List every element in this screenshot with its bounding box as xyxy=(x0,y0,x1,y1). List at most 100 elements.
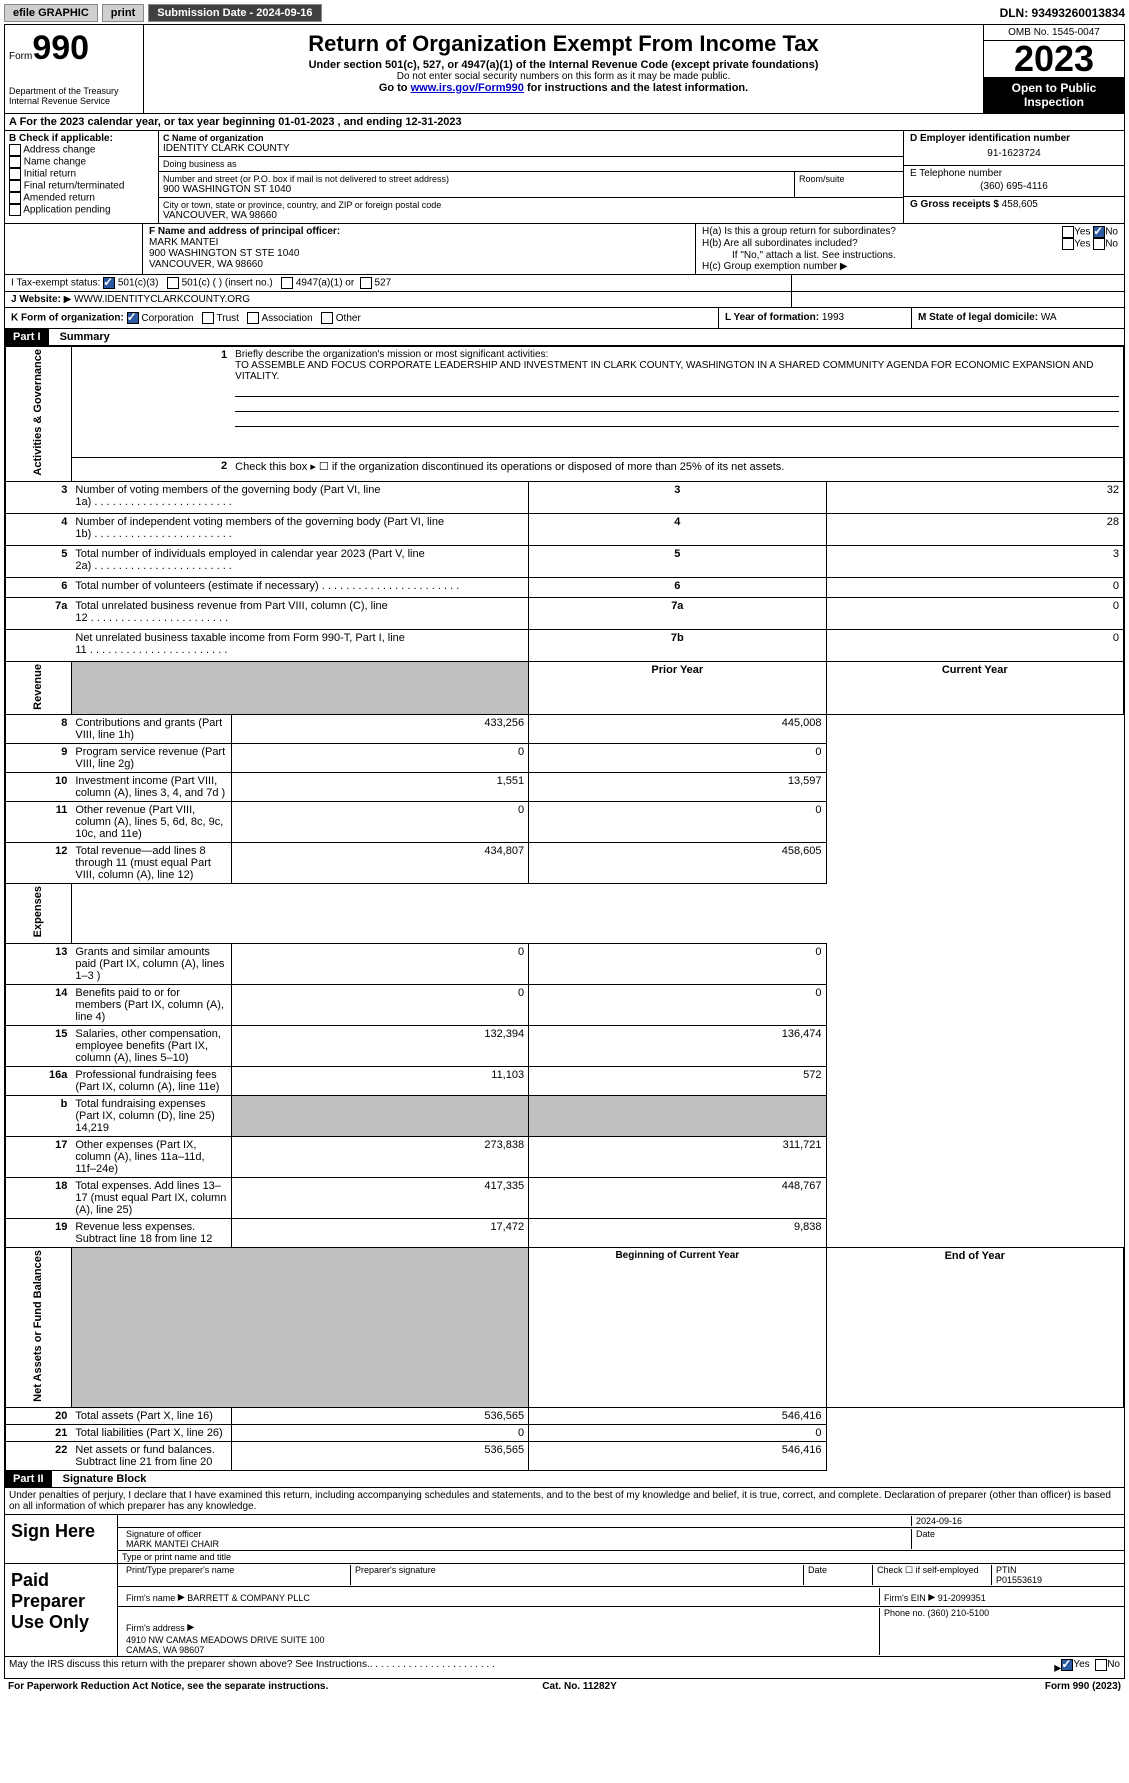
prior-val: 11,103 xyxy=(231,1066,528,1095)
curr-val: 311,721 xyxy=(529,1136,826,1177)
ha-no-checkbox[interactable] xyxy=(1093,226,1105,238)
gross-receipts: 458,605 xyxy=(1002,199,1038,210)
lineno: 8 xyxy=(6,715,72,744)
city-label: City or town, state or province, country… xyxy=(163,200,899,210)
prior-val: 132,394 xyxy=(231,1025,528,1066)
linekey: 5 xyxy=(529,545,826,577)
prep-sig-label: Preparer's signature xyxy=(351,1565,804,1585)
efile-btn[interactable]: efile GRAPHIC xyxy=(4,4,98,22)
net-hdr-spacer xyxy=(71,1247,231,1407)
header-right: OMB No. 1545-0047 2023 Open to Public In… xyxy=(983,25,1124,113)
header-sub3: Go to www.irs.gov/Form990 for instructio… xyxy=(148,82,979,94)
website: WWW.IDENTITYCLARKCOUNTY.ORG xyxy=(74,294,250,305)
hdr-curr: Current Year xyxy=(826,661,1123,715)
firm-ein: 91-2099351 xyxy=(938,1593,986,1603)
opt-527: 527 xyxy=(375,278,392,289)
prior-val: 536,565 xyxy=(231,1407,528,1424)
ha-yes-checkbox[interactable] xyxy=(1062,226,1074,238)
line1-label: Briefly describe the organization's miss… xyxy=(235,349,548,360)
firm-name-label: Firm's name xyxy=(126,1593,178,1603)
box-d: D Employer identification number 91-1623… xyxy=(904,131,1124,166)
checkbox[interactable] xyxy=(9,144,21,156)
top-toolbar: efile GRAPHIC print Submission Date - 20… xyxy=(4,4,1125,22)
4947-checkbox[interactable] xyxy=(281,277,293,289)
curr-val: 9,838 xyxy=(529,1218,826,1247)
checkbox[interactable] xyxy=(9,168,21,180)
linetext: Total liabilities (Part X, line 26) xyxy=(71,1424,231,1441)
summary-row: Net unrelated business taxable income fr… xyxy=(6,629,1124,661)
boxB-item: Amended return xyxy=(9,192,154,204)
checkbox[interactable] xyxy=(9,204,21,216)
irs-link[interactable]: www.irs.gov/Form990 xyxy=(411,82,524,94)
linetext: Investment income (Part VIII, column (A)… xyxy=(71,773,231,802)
box-l: L Year of formation: 1993 xyxy=(718,308,911,328)
linetext: Net assets or fund balances. Subtract li… xyxy=(71,1441,231,1470)
curr-val: 13,597 xyxy=(529,773,826,802)
paid-preparer-content: Print/Type preparer's name Preparer's si… xyxy=(118,1564,1124,1656)
curr-val: 0 xyxy=(529,1424,826,1441)
boxB-item: Final return/terminated xyxy=(9,180,154,192)
boxB-item: Application pending xyxy=(9,204,154,216)
501c3-checkbox[interactable] xyxy=(103,277,115,289)
open-to-public: Open to Public Inspection xyxy=(984,77,1124,113)
tax-year: 2023 xyxy=(984,41,1124,77)
lineno: 19 xyxy=(6,1218,72,1247)
prior-val: 0 xyxy=(231,1424,528,1441)
header-sub1: Under section 501(c), 527, or 4947(a)(1)… xyxy=(148,59,979,71)
discuss-text: May the IRS discuss this return with the… xyxy=(9,1659,370,1676)
officer-name: MARK MANTEI xyxy=(149,237,689,248)
part1-tag: Part I xyxy=(5,329,49,345)
prior-val: 1,551 xyxy=(231,773,528,802)
box-m: M State of legal domicile: WA xyxy=(911,308,1124,328)
part1-header: Part I Summary xyxy=(5,329,1124,346)
org-name: IDENTITY CLARK COUNTY xyxy=(163,143,899,154)
boxK-opt: Other xyxy=(318,313,366,324)
prior-val: 417,335 xyxy=(231,1177,528,1218)
hb-yes-checkbox[interactable] xyxy=(1062,238,1074,250)
boxK-checkbox[interactable] xyxy=(202,312,214,324)
part1-title: Summary xyxy=(52,329,118,345)
boxK-checkbox[interactable] xyxy=(247,312,259,324)
checkbox[interactable] xyxy=(9,180,21,192)
boxC-city-row: City or town, state or province, country… xyxy=(159,198,903,223)
ein: 91-1623724 xyxy=(910,144,1118,163)
firm-addr-label: Firm's address xyxy=(126,1623,187,1633)
boxC-street-row: Number and street (or P.O. box if mail i… xyxy=(159,172,903,198)
boxH-c-label: H(c) Group exemption number xyxy=(702,261,840,272)
prior-val xyxy=(231,1095,528,1136)
lineA-end: 12-31-2023 xyxy=(405,116,461,128)
hb-no-checkbox[interactable] xyxy=(1093,238,1105,250)
net-hdr-spacer2 xyxy=(231,1247,528,1407)
checkbox[interactable] xyxy=(9,156,21,168)
discuss-yes-checkbox[interactable] xyxy=(1061,1659,1073,1671)
line1: Briefly describe the organization's miss… xyxy=(231,347,1123,458)
box-f: F Name and address of principal officer:… xyxy=(143,224,696,274)
527-checkbox[interactable] xyxy=(360,277,372,289)
row-i: I Tax-exempt status: 501(c)(3) 501(c) ( … xyxy=(5,275,1124,292)
line1-no: 1 xyxy=(71,347,231,458)
discuss-no-checkbox[interactable] xyxy=(1095,1659,1107,1671)
prior-val: 273,838 xyxy=(231,1136,528,1177)
curr-val: 546,416 xyxy=(529,1407,826,1424)
boxK-checkbox[interactable] xyxy=(321,312,333,324)
paid-preparer-row: Paid Preparer Use Only Print/Type prepar… xyxy=(5,1564,1124,1656)
summary-row: 19Revenue less expenses. Subtract line 1… xyxy=(6,1218,1124,1247)
boxK-checkbox[interactable] xyxy=(127,312,139,324)
boxK-label: K Form of organization: xyxy=(11,313,124,324)
checkbox[interactable] xyxy=(9,192,21,204)
lineno: 14 xyxy=(6,984,72,1025)
summary-row: 16aProfessional fundraising fees (Part I… xyxy=(6,1066,1124,1095)
501c-checkbox[interactable] xyxy=(167,277,179,289)
header-center: Return of Organization Exempt From Incom… xyxy=(144,25,983,113)
summary-row: 14Benefits paid to or for members (Part … xyxy=(6,984,1124,1025)
ptin-label: PTIN xyxy=(996,1565,1116,1575)
linetext: Total revenue—add lines 8 through 11 (mu… xyxy=(71,843,231,884)
curr-val: 0 xyxy=(529,984,826,1025)
hdr-prior: Prior Year xyxy=(529,661,826,715)
prior-val: 0 xyxy=(231,802,528,843)
curr-val: 0 xyxy=(529,802,826,843)
summary-row: 9Program service revenue (Part VIII, lin… xyxy=(6,744,1124,773)
print-btn[interactable]: print xyxy=(102,4,144,22)
dept-line2: Internal Revenue Service xyxy=(9,96,139,106)
lineno: 6 xyxy=(6,577,72,597)
